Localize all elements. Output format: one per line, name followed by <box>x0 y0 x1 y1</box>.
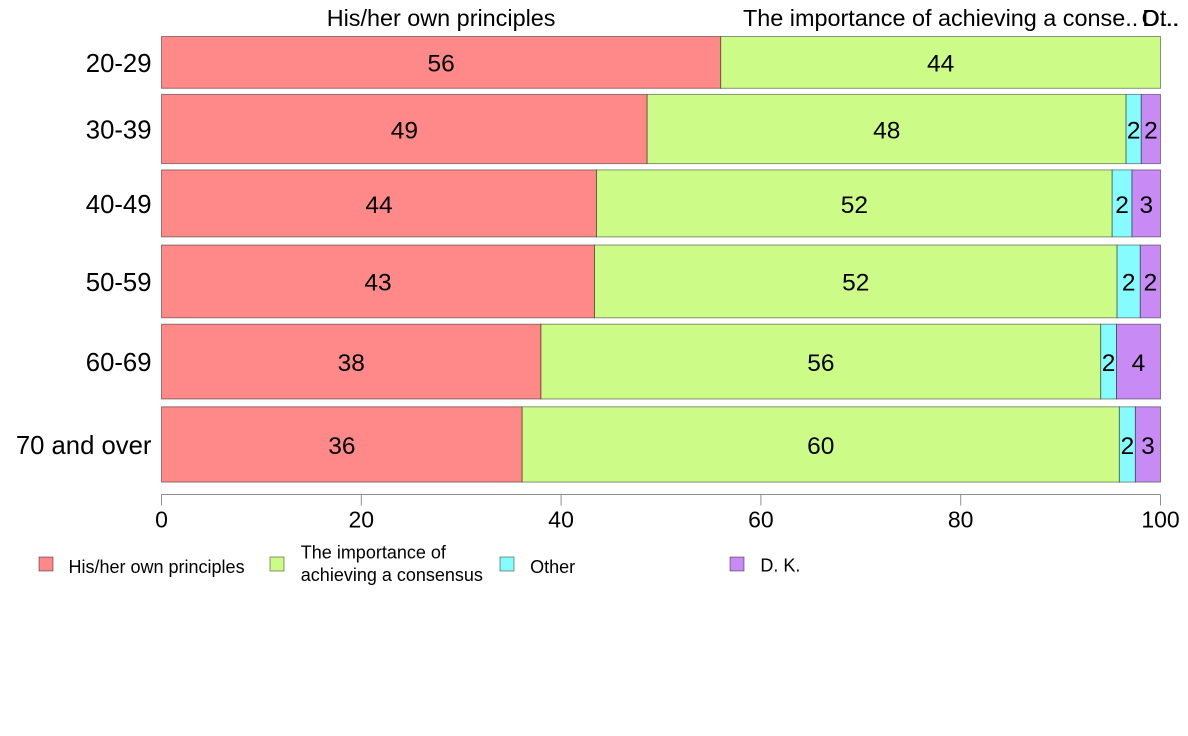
svg-text:His/her own principles: His/her own principles <box>327 5 556 31</box>
svg-text:20-29: 20-29 <box>86 50 152 78</box>
svg-text:2: 2 <box>1122 270 1136 297</box>
svg-text:2: 2 <box>1144 117 1158 144</box>
svg-text:40-49: 40-49 <box>86 191 152 219</box>
svg-text:60: 60 <box>748 506 774 532</box>
svg-text:D...: D... <box>1142 5 1178 31</box>
svg-text:2: 2 <box>1102 350 1116 377</box>
svg-text:49: 49 <box>391 117 418 144</box>
svg-text:52: 52 <box>841 192 868 219</box>
svg-text:44: 44 <box>927 51 954 78</box>
svg-text:38: 38 <box>338 350 365 377</box>
svg-text:100: 100 <box>1141 506 1179 532</box>
svg-text:2: 2 <box>1115 192 1129 219</box>
svg-text:70 and over: 70 and over <box>16 432 152 460</box>
svg-text:His/her own principles: His/her own principles <box>69 557 245 577</box>
svg-text:The importance of achieving a: The importance of achieving a conse.. <box>743 5 1138 31</box>
svg-text:Ot..: Ot.. <box>1142 5 1180 31</box>
svg-text:The importance of: The importance of <box>301 543 447 563</box>
svg-text:36: 36 <box>328 433 355 460</box>
svg-text:30-39: 30-39 <box>86 117 152 145</box>
svg-text:50-59: 50-59 <box>86 269 152 297</box>
svg-text:3: 3 <box>1141 433 1155 460</box>
svg-text:48: 48 <box>873 117 900 144</box>
svg-text:Other: Other <box>530 557 575 577</box>
svg-text:56: 56 <box>807 350 834 377</box>
svg-text:0: 0 <box>155 506 168 532</box>
svg-text:2: 2 <box>1121 433 1135 460</box>
svg-text:20: 20 <box>349 506 375 532</box>
svg-text:D. K.: D. K. <box>760 556 800 576</box>
svg-text:60: 60 <box>807 433 834 460</box>
svg-text:3: 3 <box>1139 192 1153 219</box>
svg-text:4: 4 <box>1132 350 1146 377</box>
svg-text:44: 44 <box>365 192 392 219</box>
svg-text:60-69: 60-69 <box>86 349 152 377</box>
svg-text:40: 40 <box>548 506 574 532</box>
svg-text:43: 43 <box>364 270 391 297</box>
svg-text:52: 52 <box>842 270 869 297</box>
svg-text:56: 56 <box>427 51 454 78</box>
svg-text:80: 80 <box>948 506 974 532</box>
svg-text:2: 2 <box>1127 117 1141 144</box>
svg-text:achieving a consensus: achieving a consensus <box>301 565 483 585</box>
svg-text:2: 2 <box>1144 270 1158 297</box>
